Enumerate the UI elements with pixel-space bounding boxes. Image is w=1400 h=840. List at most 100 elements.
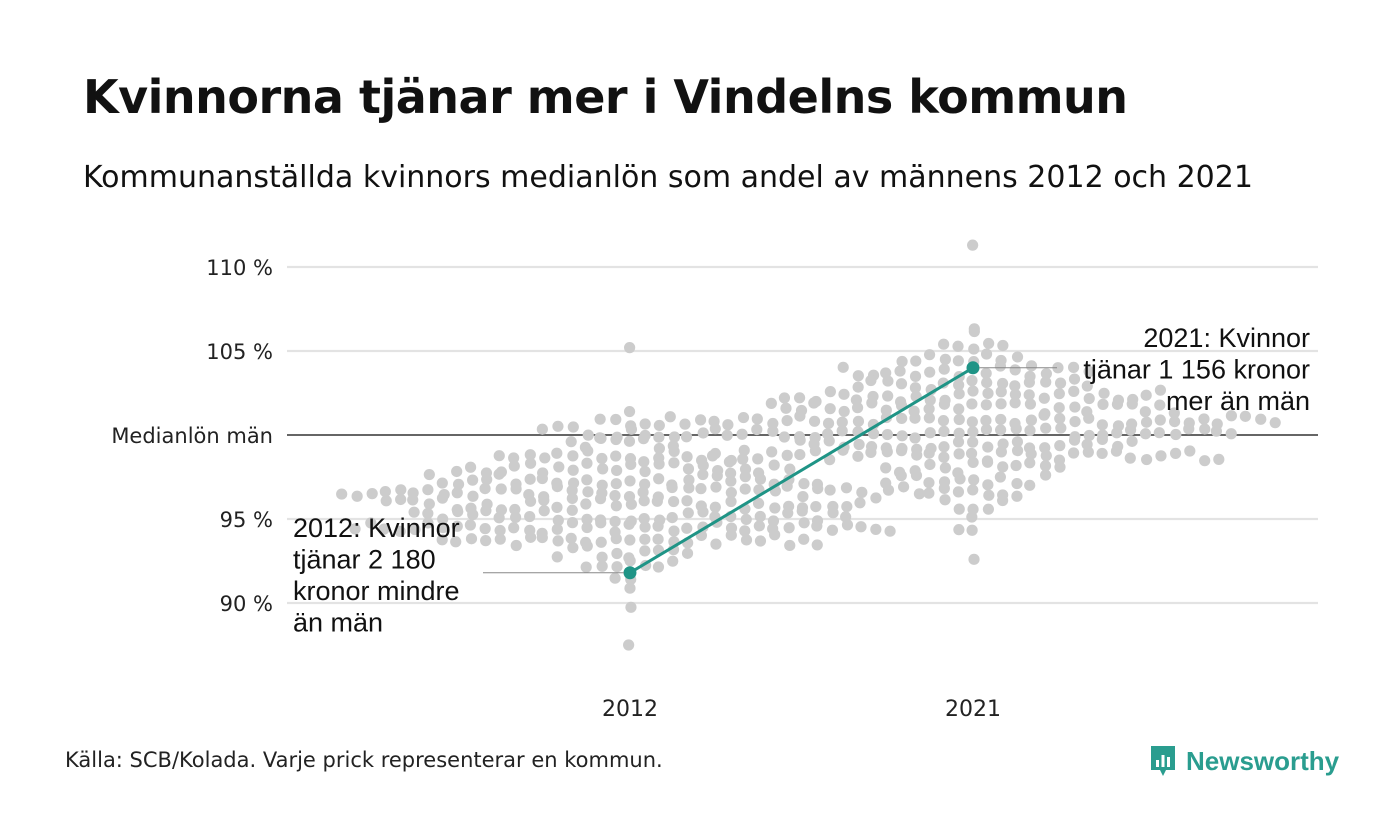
municipality-dot xyxy=(1198,413,1210,425)
source-note: Källa: SCB/Kolada. Varje prick represent… xyxy=(65,748,663,772)
municipality-dots xyxy=(336,239,1281,651)
municipality-dot xyxy=(739,483,751,495)
municipality-dot xyxy=(824,403,836,415)
municipality-dot xyxy=(725,467,737,479)
municipality-dot xyxy=(1168,407,1180,419)
municipality-dot xyxy=(754,510,766,523)
municipality-dot xyxy=(854,497,866,509)
municipality-dot xyxy=(682,507,694,519)
municipality-dot xyxy=(595,432,607,445)
municipality-dot xyxy=(567,421,579,433)
municipality-dot xyxy=(409,523,421,536)
municipality-dot xyxy=(681,547,694,559)
annotation-line: 2012: Kvinnor xyxy=(293,513,460,543)
municipality-dot xyxy=(1124,424,1137,436)
municipality-dot xyxy=(793,392,806,404)
municipality-dot xyxy=(610,500,622,512)
municipality-dot xyxy=(997,339,1009,352)
municipality-dot xyxy=(752,497,765,510)
annotation-line: än män xyxy=(293,608,383,638)
municipality-dot xyxy=(1111,427,1123,439)
municipality-dot xyxy=(880,442,892,454)
municipality-dot xyxy=(824,386,836,398)
municipality-dot xyxy=(1083,392,1095,405)
municipality-dot xyxy=(508,522,520,534)
municipality-dot xyxy=(1096,447,1108,460)
municipality-dot xyxy=(982,503,995,515)
municipality-dot xyxy=(784,463,796,475)
newsworthy-logo-icon xyxy=(1151,746,1175,776)
municipality-dot xyxy=(1111,398,1124,410)
municipality-dot xyxy=(884,525,896,537)
municipality-dot xyxy=(784,539,796,552)
municipality-dot xyxy=(638,495,650,507)
municipality-dot xyxy=(1154,399,1166,411)
municipality-dot xyxy=(880,462,892,474)
municipality-dot xyxy=(480,535,492,547)
municipality-dot xyxy=(581,521,593,534)
municipality-dot xyxy=(810,500,822,513)
municipality-dot xyxy=(725,475,737,487)
municipality-dot xyxy=(737,453,749,465)
municipality-dot xyxy=(666,479,678,491)
municipality-dot xyxy=(637,433,650,445)
municipality-dot xyxy=(953,448,965,460)
municipality-dot xyxy=(451,487,463,499)
municipality-dot xyxy=(1054,412,1066,425)
municipality-dot xyxy=(508,452,520,464)
annotation-line: tjänar 2 180 xyxy=(293,545,436,575)
municipality-dot xyxy=(581,513,593,525)
municipality-dot xyxy=(953,503,965,515)
municipality-dot xyxy=(766,446,778,458)
municipality-dot xyxy=(836,425,848,437)
municipality-dot xyxy=(610,450,622,462)
municipality-dot xyxy=(952,486,965,498)
municipality-dot xyxy=(696,454,708,466)
municipality-dot xyxy=(882,390,894,402)
municipality-dot xyxy=(980,399,992,411)
municipality-dot xyxy=(365,517,377,529)
municipality-dot xyxy=(451,504,463,516)
municipality-dot xyxy=(767,417,779,430)
municipality-dot xyxy=(653,473,665,485)
municipality-dot xyxy=(823,435,835,447)
municipality-dot xyxy=(710,538,722,550)
annotation-2021: 2021: Kvinnor tjänar 1 156 kronor mer än m… xyxy=(1083,323,1310,416)
municipality-dot xyxy=(982,387,994,399)
municipality-dot xyxy=(981,456,994,468)
municipality-dot xyxy=(808,438,820,450)
municipality-dot xyxy=(882,375,894,387)
municipality-dot xyxy=(739,525,751,537)
chart-title: Kvinnorna tjänar mer i Vindelns kommun xyxy=(83,70,1128,124)
municipality-dot xyxy=(551,551,563,563)
municipality-dot xyxy=(736,428,748,440)
municipality-dot xyxy=(639,545,651,557)
municipality-dot xyxy=(394,525,406,537)
municipality-dot xyxy=(938,482,950,494)
municipality-dot xyxy=(351,490,363,502)
annotation-line: tjänar 1 156 kronor xyxy=(1083,355,1310,385)
municipality-dot xyxy=(897,481,910,493)
municipality-dot xyxy=(953,427,965,439)
municipality-dot xyxy=(953,524,965,536)
municipality-dot xyxy=(625,420,637,432)
municipality-dot xyxy=(953,388,965,400)
municipality-dot xyxy=(639,521,651,533)
municipality-dot xyxy=(638,456,650,468)
municipality-dot xyxy=(597,463,609,475)
y-tick-label: 90 % xyxy=(220,592,273,616)
municipality-dot xyxy=(838,388,850,400)
municipality-dot xyxy=(966,511,978,523)
municipality-dot xyxy=(896,355,908,368)
municipality-dot xyxy=(610,533,622,545)
municipality-dot xyxy=(923,403,935,415)
municipality-dot xyxy=(552,535,564,547)
municipality-dot xyxy=(1009,397,1021,409)
municipality-dot xyxy=(407,494,419,506)
x-tick-label: 2021 xyxy=(945,697,1001,722)
municipality-dot xyxy=(808,415,821,427)
municipality-dot xyxy=(680,431,693,443)
municipality-dot xyxy=(366,488,378,500)
municipality-dot xyxy=(853,438,865,451)
municipality-dot xyxy=(1011,445,1024,457)
